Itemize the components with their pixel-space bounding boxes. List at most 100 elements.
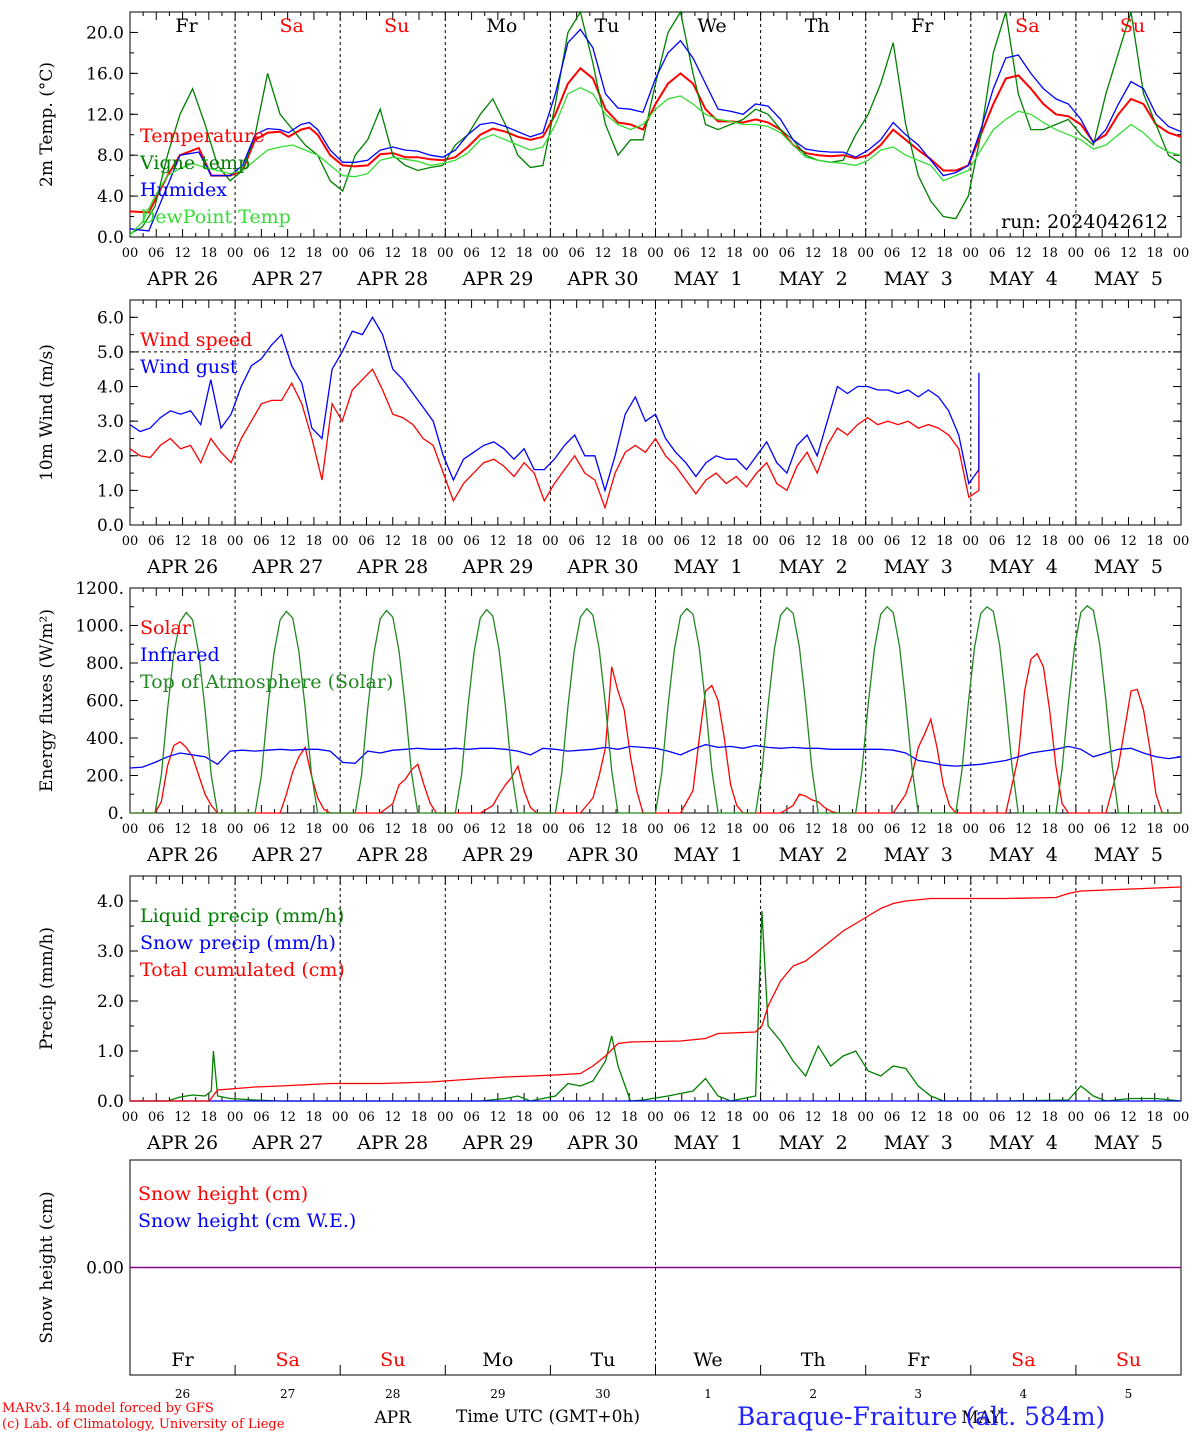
hour-tick-label: 12 (174, 822, 191, 837)
legend-entry: DewPoint Temp (140, 206, 291, 228)
hour-tick-label: 00 (857, 534, 874, 549)
hour-tick-label: 12 (490, 1110, 507, 1125)
hour-tick-label: 18 (936, 822, 953, 837)
y-axis-label: Precip (mm/h) (37, 927, 57, 1050)
hour-tick-label: 00 (542, 534, 559, 549)
date-label: MAY 1 (673, 268, 742, 290)
hour-tick-label: 12 (279, 822, 296, 837)
hour-tick-label: 12 (1015, 822, 1032, 837)
date-label: APR 26 (146, 268, 218, 290)
hour-tick-label: 18 (1146, 246, 1163, 261)
hour-tick-label: 12 (1015, 1110, 1032, 1125)
y-tick-label: 400. (86, 729, 124, 749)
series-line-vigne-temp (129, 10, 1182, 235)
hour-tick-label: 00 (332, 246, 349, 261)
hour-tick-label: 00 (857, 246, 874, 261)
hour-tick-label: 18 (516, 1110, 533, 1125)
day-number: 4 (1020, 1387, 1028, 1401)
y-tick-label: 5.0 (97, 343, 124, 363)
hour-tick-label: 00 (227, 246, 244, 261)
date-label: APR 27 (251, 1132, 323, 1154)
hour-tick-label: 18 (201, 246, 218, 261)
day-name: Mo (482, 1349, 513, 1371)
date-label: APR 27 (251, 268, 323, 290)
panel-frame-0 (129, 11, 1182, 238)
legend-entry: Total cumulated (cm) (140, 959, 345, 981)
y-tick-label: 16.0 (86, 64, 124, 84)
date-label: MAY 4 (989, 844, 1058, 866)
date-label: MAY 4 (989, 556, 1058, 578)
hour-tick-label: 00 (647, 246, 664, 261)
hour-tick-label: 18 (726, 534, 743, 549)
legend-entry: Solar (140, 617, 192, 639)
hour-tick-label: 12 (805, 534, 822, 549)
hour-tick-label: 00 (963, 1110, 980, 1125)
hour-tick-label: 00 (437, 1110, 454, 1125)
date-label: MAY 3 (884, 556, 953, 578)
hour-tick-label: 00 (1068, 1110, 1085, 1125)
hour-tick-label: 00 (542, 1110, 559, 1125)
credit-line-2: (c) Lab. of Climatology, University of L… (2, 1417, 285, 1432)
day-name: Su (384, 15, 409, 37)
y-tick-label: 1000. (75, 617, 124, 637)
hour-tick-label: 00 (647, 534, 664, 549)
date-label: APR 29 (461, 1132, 533, 1154)
day-name: Sa (279, 15, 303, 37)
hour-tick-label: 06 (674, 246, 691, 261)
hour-tick-label: 00 (437, 534, 454, 549)
day-number: 2 (809, 1387, 817, 1401)
hour-tick-label: 06 (568, 822, 585, 837)
date-label: APR 30 (566, 1132, 638, 1154)
y-tick-label: 0.0 (97, 516, 124, 536)
day-name: We (693, 1349, 722, 1371)
hour-tick-label: 12 (174, 534, 191, 549)
hour-tick-label: 18 (621, 246, 638, 261)
date-label: APR 28 (356, 844, 428, 866)
hour-tick-label: 12 (384, 1110, 401, 1125)
hour-tick-label: 12 (1120, 822, 1137, 837)
hour-tick-label: 12 (805, 822, 822, 837)
hour-tick-label: 12 (174, 246, 191, 261)
hour-tick-label: 12 (1120, 1110, 1137, 1125)
y-tick-label: 200. (86, 767, 124, 787)
hour-tick-label: 00 (122, 246, 139, 261)
y-axis-label: Snow height (cm) (37, 1191, 57, 1343)
series-line-total-cumulated-cm- (130, 886, 1182, 1102)
legend-entry: Infrared (140, 644, 220, 666)
hour-tick-label: 06 (779, 1110, 796, 1125)
hour-tick-label: 06 (884, 534, 901, 549)
y-tick-label: 8.0 (97, 146, 124, 166)
date-label: APR 28 (356, 268, 428, 290)
day-number: 28 (385, 1387, 400, 1401)
date-label: MAY 2 (779, 556, 848, 578)
day-name: Fr (911, 15, 934, 37)
y-tick-label: 3.0 (97, 412, 124, 432)
hour-tick-label: 12 (384, 822, 401, 837)
hour-tick-label: 00 (1173, 534, 1190, 549)
hour-tick-label: 12 (490, 534, 507, 549)
hour-tick-label: 06 (989, 534, 1006, 549)
panel-frame-1 (129, 299, 1182, 526)
hour-tick-label: 00 (122, 1110, 139, 1125)
hour-tick-label: 00 (1173, 1110, 1190, 1125)
day-name: Fr (907, 1349, 930, 1371)
hour-tick-label: 12 (595, 246, 612, 261)
date-label: APR 28 (356, 556, 428, 578)
month-label: MAY (961, 1408, 1002, 1428)
hour-tick-label: 06 (989, 246, 1006, 261)
hour-tick-label: 06 (1094, 246, 1111, 261)
hour-tick-label: 06 (989, 822, 1006, 837)
y-tick-label: 4.0 (97, 378, 124, 398)
day-name: Tu (590, 1349, 615, 1371)
y-tick-label: 0.0 (97, 228, 124, 248)
hour-tick-label: 00 (227, 534, 244, 549)
hour-tick-label: 12 (595, 534, 612, 549)
hour-tick-label: 06 (1094, 822, 1111, 837)
y-tick-label: 0.0 (97, 1092, 124, 1112)
hour-tick-label: 00 (1068, 534, 1085, 549)
hour-tick-label: 18 (831, 822, 848, 837)
hour-tick-label: 06 (253, 534, 270, 549)
hour-tick-label: 06 (779, 534, 796, 549)
hour-tick-label: 06 (148, 822, 165, 837)
date-label: APR 30 (566, 844, 638, 866)
